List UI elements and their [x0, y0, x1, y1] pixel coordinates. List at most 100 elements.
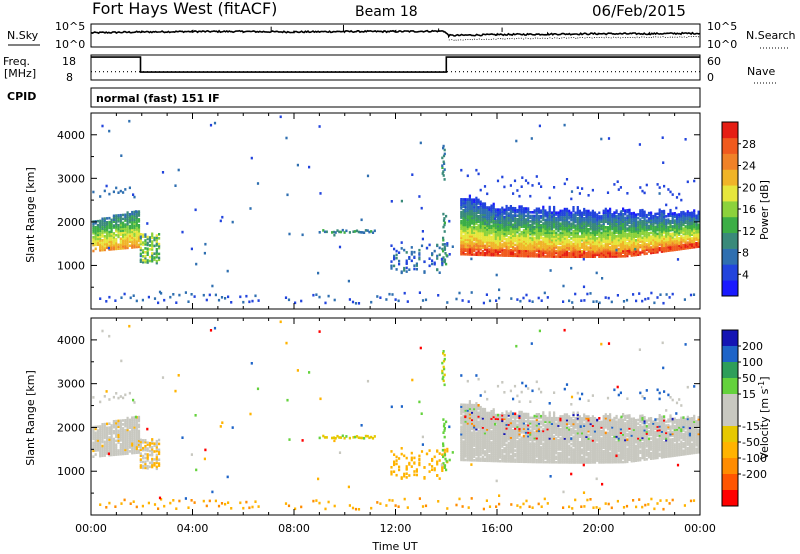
power-cell: [110, 222, 113, 226]
velocity-cell: [110, 434, 113, 437]
power-cell: [574, 244, 577, 248]
velocity-cell: [494, 452, 497, 455]
velocity-cell: [128, 426, 131, 429]
power-cell: [675, 219, 679, 222]
power-cell: [390, 260, 393, 263]
power-cell: [622, 227, 625, 231]
velocity-cell: [464, 427, 467, 431]
power-cell: [139, 242, 142, 246]
power-cell: [531, 238, 534, 242]
power-cell: [477, 229, 480, 233]
velocity-cell: [509, 447, 512, 450]
power-cell: [641, 243, 644, 247]
power-cell: [119, 237, 122, 240]
velocity-cell: [471, 422, 474, 425]
power-cell: [697, 232, 700, 236]
power-cell: [650, 249, 653, 253]
power-cell: [522, 221, 525, 225]
power-cell: [540, 299, 543, 302]
velocity-cell: [520, 438, 523, 441]
power-cell: [108, 216, 111, 220]
power-cell: [464, 249, 467, 252]
power-cell: [628, 214, 631, 217]
power-cell: [421, 299, 425, 302]
power-cell: [527, 247, 530, 251]
power-cell: [488, 299, 492, 303]
velocity-cell: [133, 437, 136, 441]
power-cell: [565, 244, 569, 247]
power-cell: [665, 235, 668, 238]
velocity-cell: [477, 404, 480, 407]
power-cell: [647, 248, 651, 251]
power-cell: [421, 237, 424, 241]
velocity-cell: [462, 423, 465, 427]
power-cell: [94, 237, 97, 241]
power-cell: [286, 193, 289, 197]
power-cell: [686, 245, 689, 248]
velocity-cell: [144, 440, 147, 444]
power-cell: [301, 233, 304, 237]
power-cell: [135, 220, 138, 223]
velocity-cell: [483, 422, 487, 426]
power-cell: [126, 215, 129, 218]
power-cell: [624, 227, 627, 231]
power-cell: [550, 238, 553, 242]
frequency-series-line: [91, 56, 700, 73]
power-cell: [589, 244, 592, 247]
velocity-cell: [522, 455, 525, 458]
power-cell: [531, 249, 534, 253]
velocity-cell: [529, 434, 532, 438]
power-cell: [647, 231, 651, 235]
power-cell: [557, 233, 560, 236]
velocity-cell: [479, 439, 482, 442]
power-cell: [606, 231, 610, 235]
power-cell: [563, 240, 566, 244]
power-cell: [496, 230, 500, 233]
velocity-cell: [524, 436, 528, 440]
power-cell: [578, 229, 581, 233]
power-cell: [643, 230, 646, 234]
power-cell: [115, 247, 118, 251]
power-cell: [494, 237, 497, 241]
velocity-cell: [516, 440, 519, 443]
velocity-cell: [490, 444, 493, 448]
power-cell: [522, 218, 525, 221]
power-cell: [609, 222, 612, 225]
power-cell: [563, 253, 566, 257]
power-cell: [501, 232, 504, 235]
power-cell: [686, 213, 689, 217]
velocity-cell: [115, 425, 118, 429]
power-cell: [563, 235, 566, 238]
power-cell: [537, 231, 541, 234]
velocity-cell: [529, 457, 532, 460]
power-cell: [628, 249, 631, 252]
velocity-cell: [503, 436, 506, 439]
power-cell: [606, 216, 610, 220]
power-cell: [548, 247, 551, 251]
power-cell: [481, 226, 484, 229]
power-cell: [544, 224, 547, 227]
velocity-cell: [520, 421, 523, 425]
power-cell: [473, 214, 476, 218]
velocity-cell: [122, 429, 125, 432]
power-cell: [619, 245, 622, 249]
power-cell: [119, 213, 122, 217]
power-cell: [557, 251, 560, 255]
power-cell: [128, 224, 131, 228]
velocity-cell: [135, 437, 138, 441]
power-cell: [660, 228, 663, 231]
power-cell: [535, 225, 538, 229]
power-cell: [518, 236, 521, 239]
power-cell: [544, 246, 547, 249]
power-cell: [592, 300, 595, 303]
power-cell: [492, 253, 495, 257]
velocity-cell: [516, 416, 519, 419]
power-cell: [443, 152, 446, 156]
power-cell: [239, 295, 242, 299]
power-cell: [483, 251, 487, 255]
velocity-cell: [531, 451, 534, 455]
power-cell: [524, 218, 528, 221]
power-cell: [546, 216, 549, 220]
power-cell: [505, 208, 508, 212]
power-cell: [637, 231, 640, 234]
